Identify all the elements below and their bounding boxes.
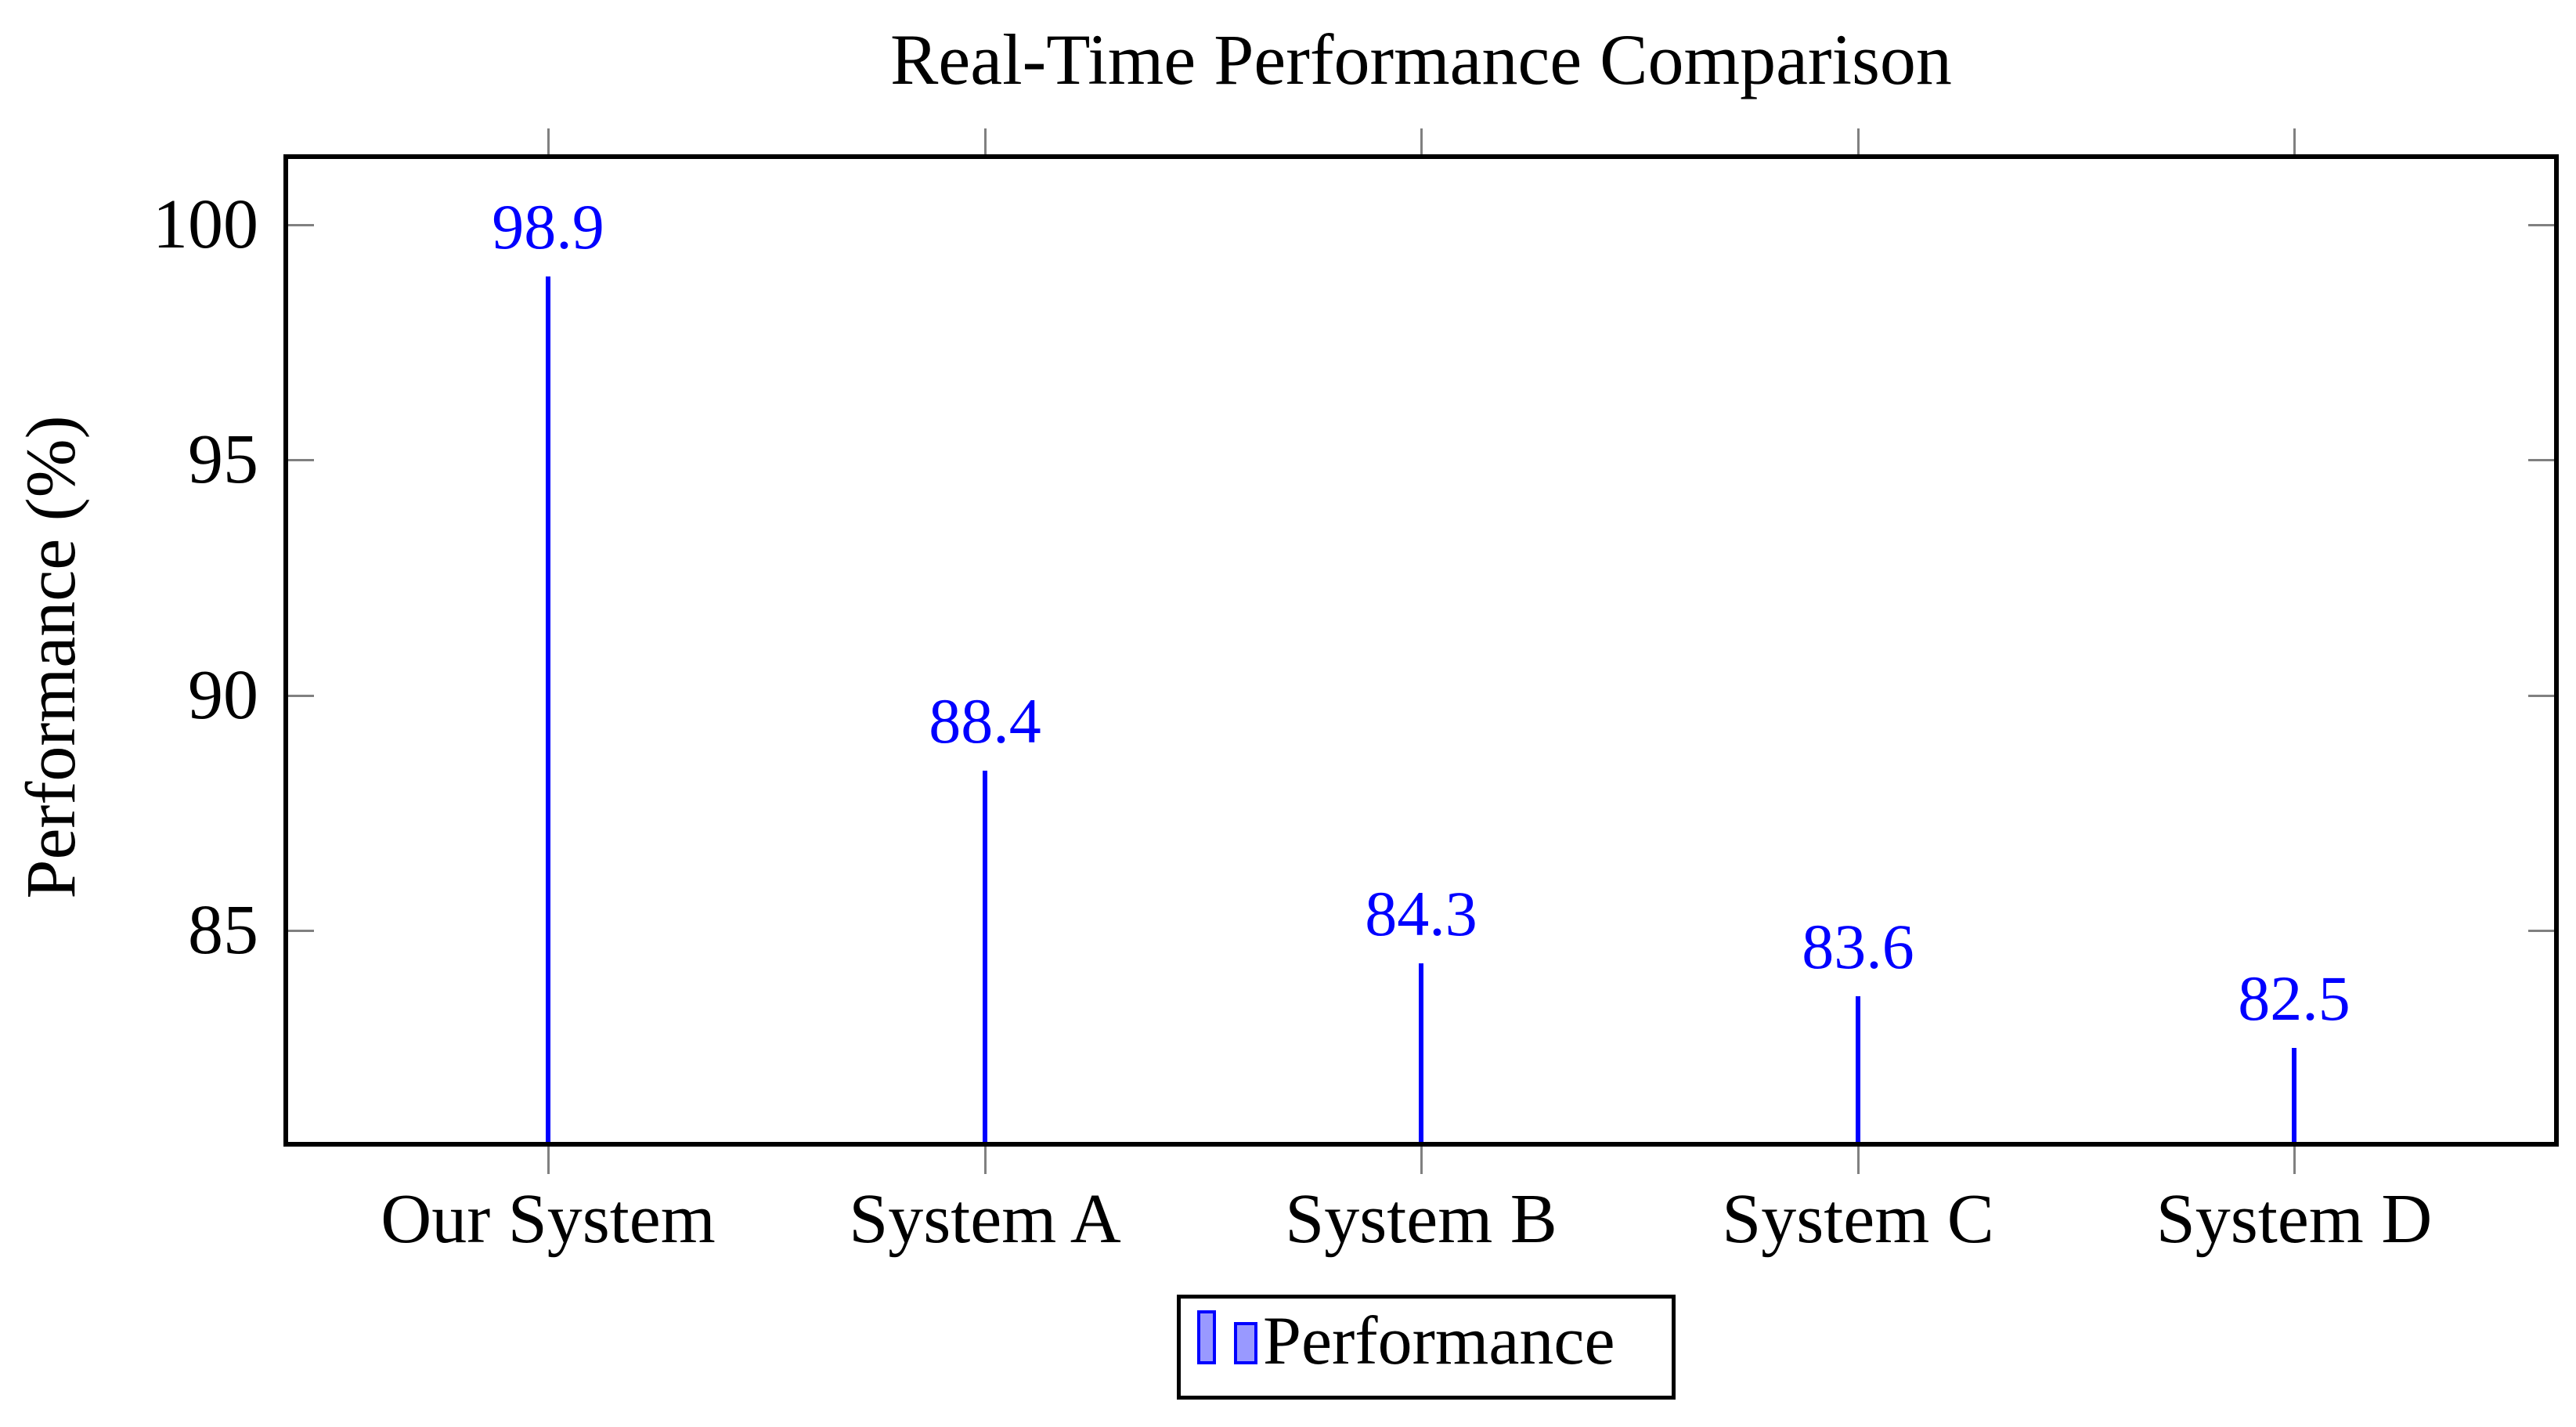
x-category-label: System B — [1285, 1180, 1557, 1258]
legend-bar-icon-tall — [1197, 1310, 1216, 1364]
bar-value-label: 88.4 — [929, 685, 1041, 757]
y-tick-right — [2528, 695, 2554, 697]
y-tick-right — [2528, 459, 2554, 461]
x-category-label: System A — [849, 1180, 1121, 1258]
x-category-label: System C — [1722, 1180, 1994, 1258]
x-tick-bottom — [2293, 1147, 2296, 1174]
y-tick-left — [288, 224, 314, 226]
bar — [1419, 963, 1423, 1142]
x-tick-bottom — [984, 1147, 987, 1174]
y-tick-right — [2528, 930, 2554, 932]
bar — [546, 276, 550, 1142]
y-tick-left — [288, 695, 314, 697]
x-tick-top — [2293, 128, 2296, 154]
y-tick-label: 95 — [188, 421, 258, 498]
x-tick-bottom — [547, 1147, 550, 1174]
bar — [983, 771, 987, 1142]
bar — [2292, 1048, 2296, 1142]
y-tick-label: 85 — [188, 891, 258, 969]
chart-title: Real-Time Performance Comparison — [890, 20, 1952, 99]
x-tick-top — [1857, 128, 1860, 154]
y-tick-left — [288, 930, 314, 932]
y-tick-label: 90 — [188, 656, 258, 734]
bar-value-label: 98.9 — [492, 191, 604, 262]
y-tick-left — [288, 459, 314, 461]
x-tick-bottom — [1857, 1147, 1860, 1174]
x-tick-top — [547, 128, 550, 154]
x-tick-top — [1420, 128, 1423, 154]
legend: Performance — [1177, 1295, 1676, 1400]
legend-bar-icon-short — [1234, 1322, 1257, 1364]
bar — [1856, 996, 1860, 1142]
legend-series-label: Performance — [1263, 1303, 1615, 1379]
bar-value-label: 82.5 — [2238, 963, 2351, 1034]
y-tick-label: 100 — [153, 186, 258, 263]
y-tick-right — [2528, 224, 2554, 226]
bar-value-label: 83.6 — [1802, 911, 1914, 982]
x-tick-bottom — [1420, 1147, 1423, 1174]
x-category-label: System D — [2156, 1180, 2433, 1258]
plot-area-frame — [283, 154, 2559, 1147]
bar-value-label: 84.3 — [1365, 878, 1477, 949]
x-category-label: Our System — [381, 1180, 716, 1258]
x-tick-top — [984, 128, 987, 154]
